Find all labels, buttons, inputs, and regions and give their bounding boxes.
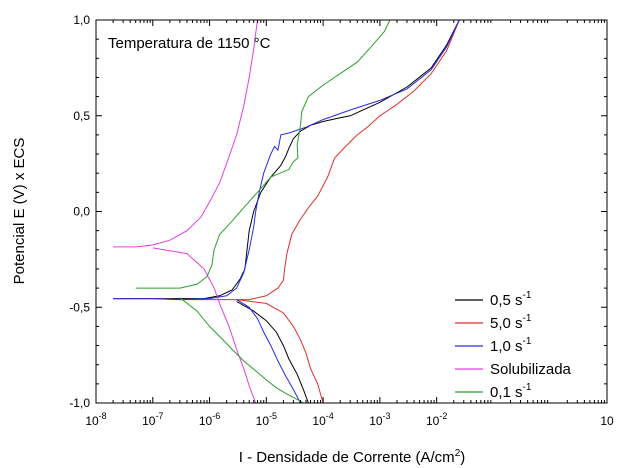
y-tick-label: 0,5 (73, 109, 90, 123)
x-tick-label: 10-6 (199, 411, 220, 428)
x-tick-label: 10-4 (312, 411, 333, 428)
curves-group (113, 20, 460, 403)
y-tick-label: -0,5 (69, 300, 90, 314)
legend-label: 1,0 s-1 (490, 336, 532, 355)
y-tick-label: -1,0 (69, 396, 90, 410)
x-tick-label: 10-7 (142, 411, 163, 428)
series-line-cathodic (179, 297, 304, 403)
series-line-cathodic (152, 247, 257, 403)
y-tick-label: 1,0 (73, 13, 90, 27)
series-line-anodic (113, 20, 258, 248)
legend-label: 0,5 s-1 (490, 290, 532, 309)
series-line-cathodic (236, 299, 324, 403)
x-tick-label: 10-8 (85, 411, 106, 428)
x-tick-label: 10-2 (426, 411, 447, 428)
series-line-anodic (113, 20, 460, 300)
legend-label: 0,1 s-1 (490, 382, 532, 401)
legend: 0,5 s-1 5,0 s-1 1,0 s-1 Solubilizada 0,1 s-1 (455, 290, 572, 401)
legend-label: Solubilizada (490, 361, 572, 378)
x-tick-label: 10 (600, 414, 614, 428)
series-line-cathodic (236, 301, 309, 403)
x-axis-title: I - Densidade de Corrente (A/cm2) (239, 448, 466, 466)
series-line-anodic (113, 20, 460, 301)
y-axis-title: Potencial E (V) x ECS (11, 138, 28, 285)
x-tick-label: 10-3 (369, 411, 390, 428)
legend-label: 5,0 s-1 (490, 313, 532, 332)
chart-annotation: Temperatura de 1150 °C (108, 35, 271, 52)
y-axis-ticks: 1,0 0,5 0,0 -0,5 -1,0 (69, 13, 607, 410)
series-line-anodic (113, 20, 460, 301)
series-line-cathodic (236, 299, 301, 403)
x-tick-label: 10-5 (256, 411, 277, 428)
series-line-anodic (135, 20, 391, 289)
y-tick-label: 0,0 (73, 205, 90, 219)
